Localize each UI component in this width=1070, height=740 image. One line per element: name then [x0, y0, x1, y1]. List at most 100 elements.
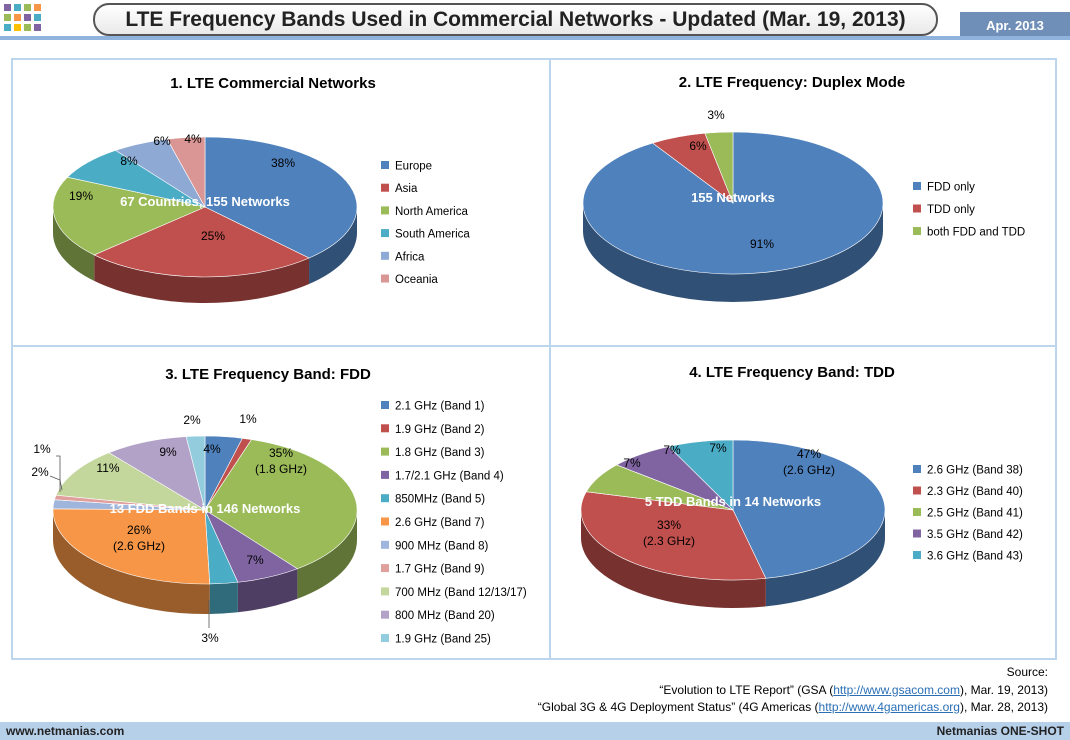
source-line-1: “Evolution to LTE Report” (GSA (http://w…: [348, 682, 1048, 700]
legend-item: TDD only: [927, 204, 975, 216]
pie-wall-2: [94, 254, 310, 303]
source-heading: Source:: [1006, 665, 1048, 679]
pie-slice-10: [108, 436, 206, 511]
legend-item: 900 MHz (Band 8): [395, 540, 488, 552]
legend-swatch: [381, 540, 389, 549]
legend-swatch: [381, 447, 389, 456]
legend-item: 2.1 GHz (Band 1): [395, 401, 485, 413]
legend-item: 2.6 GHz (Band 7): [395, 517, 485, 529]
grid-horizontal-divider: [11, 345, 1057, 347]
logo-dot: [14, 24, 21, 31]
legend: 2.1 GHz (Band 1) 1.9 GHz (Band 2) 1.8 GHz …: [381, 401, 527, 646]
legend-swatch: [913, 508, 921, 516]
legend-item: 2.3 GHz (Band 40): [927, 486, 1023, 498]
logo-dot: [24, 24, 31, 31]
pie-slice-1: [204, 136, 358, 259]
source-line-2: “Global 3G & 4G Deployment Status” (4G A…: [348, 699, 1048, 717]
pie-slice-5: [668, 439, 734, 511]
legend-swatch: [381, 564, 389, 573]
legend-swatch: [381, 634, 389, 642]
legend-item: both FDD and TDD: [927, 227, 1025, 239]
data-label: (1.8 GHz): [255, 462, 307, 476]
pie-slice-9: [55, 452, 206, 511]
leader-line: [49, 475, 63, 491]
legend-swatch: [913, 486, 921, 495]
center-label: 155 Networks: [691, 190, 775, 205]
pie-slice-6: [166, 136, 206, 209]
legend-item: 1.8 GHz (Band 3): [395, 447, 485, 459]
chart-title: 1. LTE Commercial Networks: [170, 75, 376, 92]
legend-swatch: [913, 465, 921, 473]
legend: Europe Asia North America South America Afri…: [381, 161, 470, 286]
data-label: 38%: [271, 156, 295, 170]
data-label: 7%: [709, 441, 727, 455]
footer: www.netmanias.com Netmanias ONE-SHOT: [0, 722, 1070, 740]
legend-swatch: [381, 161, 389, 169]
pie-slice-6: [52, 508, 211, 585]
pie-side-walls: [53, 207, 357, 303]
data-label: 47%: [797, 447, 821, 461]
pie-wall-6: [53, 510, 210, 614]
legend-item: 700 MHz (Band 12/13/17): [395, 587, 527, 599]
source-line-2-end: ), Mar. 28, 2013): [959, 700, 1048, 714]
data-label: (2.6 GHz): [113, 539, 165, 553]
legend-swatch: [913, 529, 921, 538]
pie-slice-2: [580, 491, 767, 581]
source-note: Source: “Evolution to LTE Report” (GSA (…: [348, 664, 1048, 717]
logo-dot: [14, 4, 21, 11]
data-label: 7%: [623, 456, 641, 470]
data-label: 7%: [246, 553, 264, 567]
data-label: 11%: [96, 461, 119, 475]
legend-swatch: [381, 494, 389, 503]
legend-item: Asia: [395, 183, 418, 195]
4gamericas-link[interactable]: http://www.4gamericas.org: [818, 700, 960, 714]
data-label: 35%: [269, 446, 293, 460]
center-label: 67 Countries, 155 Networks: [120, 194, 290, 209]
pie-chart-4: 4. LTE Frequency Band: TDD 47% (2.6 GHz) 33…: [580, 364, 1023, 608]
pie-wall-2: [581, 510, 766, 608]
footer-website[interactable]: www.netmanias.com: [6, 724, 125, 738]
data-label: 1%: [239, 412, 257, 426]
gsacom-link[interactable]: http://www.gsacom.com: [833, 682, 960, 697]
pie-slice-1: [732, 439, 886, 579]
data-label: 4%: [184, 132, 202, 146]
data-label: 6%: [153, 134, 171, 148]
header-date: Apr. 2013: [960, 12, 1070, 38]
legend-item: Europe: [395, 161, 432, 173]
legend-swatch: [913, 182, 921, 190]
legend-swatch: [381, 587, 389, 596]
legend-item: North America: [395, 206, 468, 218]
center-label: 5 TDD Bands in 14 Networks: [645, 494, 821, 509]
logo-dot: [24, 4, 31, 11]
legend-item: 3.6 GHz (Band 43): [927, 551, 1023, 563]
legend-swatch: [381, 401, 389, 409]
legend-swatch: [381, 251, 389, 260]
data-label: 33%: [657, 518, 681, 532]
logo-dot: [14, 14, 21, 21]
logo-dot: [34, 24, 41, 31]
legend-item: 1.7 GHz (Band 9): [395, 564, 485, 576]
legend-swatch: [381, 206, 389, 215]
legend-item: Oceania: [395, 274, 438, 286]
legend-item: FDD only: [927, 182, 975, 194]
center-label: 13 FDD Bands in 146 Networks: [110, 501, 301, 516]
pie-chart-2: 2. LTE Frequency: Duplex Mode 91% 6% 3% 155 …: [582, 74, 1025, 302]
legend-swatch: [913, 551, 921, 559]
pie-slice-11: [185, 435, 206, 511]
source-line-1-text: “Evolution to LTE Report” (GSA (: [659, 682, 834, 697]
chart-title: 2. LTE Frequency: Duplex Mode: [679, 74, 905, 91]
legend-swatch: [381, 274, 389, 283]
legend-swatch: [381, 183, 389, 192]
source-line-1-end: ), Mar. 19, 2013): [959, 682, 1048, 697]
data-label: 19%: [69, 189, 93, 203]
pie-slice-3: [204, 439, 358, 570]
legend-item: 800 MHz (Band 20): [395, 610, 495, 622]
chart-grid-frame: [11, 58, 1057, 660]
data-label: 2%: [31, 465, 49, 479]
legend-item: 1.7/2.1 GHz (Band 4): [395, 470, 504, 482]
logo-dot: [4, 4, 11, 11]
pie-slice-3: [704, 131, 734, 204]
data-label: 4%: [203, 442, 221, 456]
data-label: 1%: [33, 442, 51, 456]
data-label: 3%: [707, 108, 725, 122]
